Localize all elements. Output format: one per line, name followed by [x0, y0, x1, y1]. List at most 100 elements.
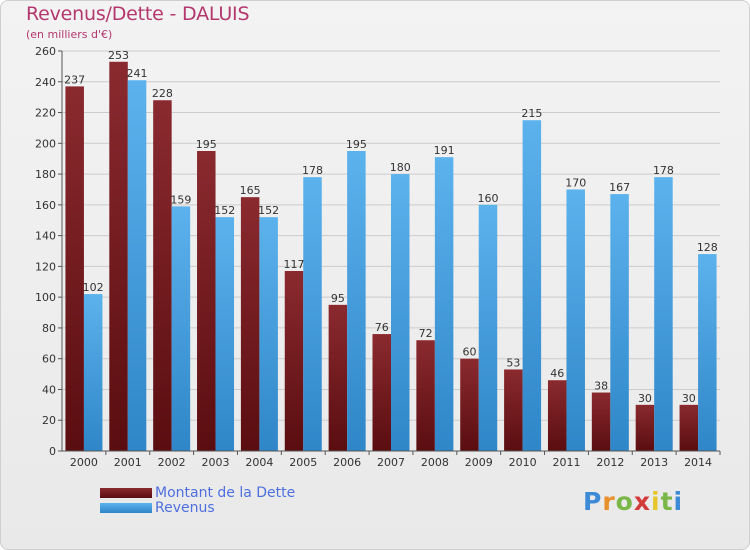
y-tick-label: 120 [35, 260, 56, 273]
bar-revenue [171, 206, 191, 451]
logo-letter: o [615, 487, 634, 516]
bar-revenue [83, 294, 103, 451]
bar-debt [416, 340, 435, 451]
x-tick-label: 2013 [640, 456, 668, 469]
bars [65, 61, 717, 452]
bar-revenue [347, 151, 366, 451]
x-tick-label: 2011 [552, 456, 580, 469]
data-label: 76 [375, 321, 389, 334]
y-tick-label: 0 [49, 445, 56, 458]
bar-debt [328, 304, 348, 451]
legend-swatch-debt [100, 488, 152, 498]
data-label: 38 [594, 380, 608, 393]
bar-debt [109, 61, 128, 452]
x-tick-label: 2003 [202, 456, 230, 469]
bar-debt [504, 369, 523, 451]
bar-debt [591, 392, 611, 451]
logo-letter: P [583, 487, 603, 516]
bar-debt [547, 380, 567, 451]
data-label: 53 [506, 356, 520, 369]
bar-debt [284, 271, 304, 451]
logo-letter: t [660, 487, 674, 516]
bar-debt [153, 100, 172, 451]
data-label: 46 [550, 367, 564, 380]
y-tick-label: 160 [35, 199, 56, 212]
legend-label-revenue: Revenus [155, 500, 215, 516]
data-label: 152 [258, 204, 279, 217]
y-tick-label: 20 [42, 414, 56, 427]
y-tick-label: 240 [35, 76, 56, 89]
bar-debt [65, 86, 84, 451]
bar-revenue [127, 80, 147, 451]
y-tick-label: 140 [35, 230, 56, 243]
legend-label-debt: Montant de la Dette [155, 485, 296, 501]
bar-revenue [654, 177, 673, 451]
data-label: 253 [108, 49, 129, 62]
data-label: 72 [419, 327, 433, 340]
x-tick-label: 2006 [333, 456, 361, 469]
bar-revenue [434, 157, 454, 451]
logo-letter: i [651, 487, 661, 516]
x-tick-label: 2008 [421, 456, 449, 469]
data-label: 178 [302, 164, 323, 177]
bar-debt [635, 404, 655, 451]
data-label: 159 [170, 193, 191, 206]
data-label: 128 [697, 241, 718, 254]
data-label: 30 [682, 392, 696, 405]
data-label: 95 [331, 292, 345, 305]
data-label: 180 [390, 161, 411, 174]
y-tick-label: 200 [35, 137, 56, 150]
bar-debt [372, 334, 391, 451]
x-tick-label: 2009 [465, 456, 493, 469]
data-label: 191 [434, 144, 455, 157]
data-label: 215 [521, 107, 542, 120]
bar-revenue [566, 189, 585, 451]
chart-unit: (en milliers d'€) [26, 28, 113, 41]
data-label: 160 [477, 192, 498, 205]
y-tick-label: 60 [42, 353, 56, 366]
bar-revenue [391, 174, 410, 452]
data-label: 241 [127, 67, 148, 80]
y-tick-label: 40 [42, 383, 56, 396]
logo-letter: x [633, 487, 651, 516]
labels: 237 102 253 241 228 159 195 152 165 152 117 178 95 19… [64, 49, 718, 405]
bar-revenue [303, 177, 322, 451]
x-tick-label: 2000 [70, 456, 98, 469]
bar-revenue [478, 204, 498, 451]
x-tick-label: 2001 [114, 456, 142, 469]
data-label: 178 [653, 164, 674, 177]
bar-revenue [215, 217, 235, 451]
axes: 0 20 40 60 80 100 120 140 160 180 200 220 240 260 2000… [35, 45, 721, 469]
bar-debt [197, 151, 216, 451]
y-tick-label: 180 [35, 168, 56, 181]
bar-debt [240, 197, 260, 451]
proxiti-logo: Proxiti [583, 487, 683, 516]
data-label: 30 [638, 392, 652, 405]
x-tick-label: 2004 [245, 456, 273, 469]
data-label: 117 [284, 258, 305, 271]
x-tick-label: 2010 [509, 456, 537, 469]
y-tick-label: 80 [42, 322, 56, 335]
bar-debt [460, 358, 479, 451]
x-tick-label: 2012 [596, 456, 624, 469]
x-tick-label: 2005 [289, 456, 317, 469]
data-label: 170 [565, 176, 586, 189]
data-label: 228 [152, 87, 173, 100]
chart-title: Revenus/Dette - DALUIS [26, 3, 250, 25]
bar-debt [679, 404, 699, 451]
y-tick-label: 100 [35, 291, 56, 304]
data-label: 60 [462, 346, 476, 359]
data-label: 167 [609, 181, 630, 194]
data-label: 237 [64, 73, 85, 86]
logo-letter: r [602, 487, 616, 516]
data-label: 165 [240, 184, 261, 197]
data-label: 195 [196, 138, 217, 151]
x-tick-label: 2007 [377, 456, 405, 469]
bar-revenue [259, 217, 278, 451]
x-tick-label: 2002 [158, 456, 186, 469]
logo-letter: i [673, 487, 684, 516]
y-tick-label: 220 [35, 107, 56, 120]
bar-revenue [610, 194, 629, 452]
bar-revenue [522, 120, 542, 451]
